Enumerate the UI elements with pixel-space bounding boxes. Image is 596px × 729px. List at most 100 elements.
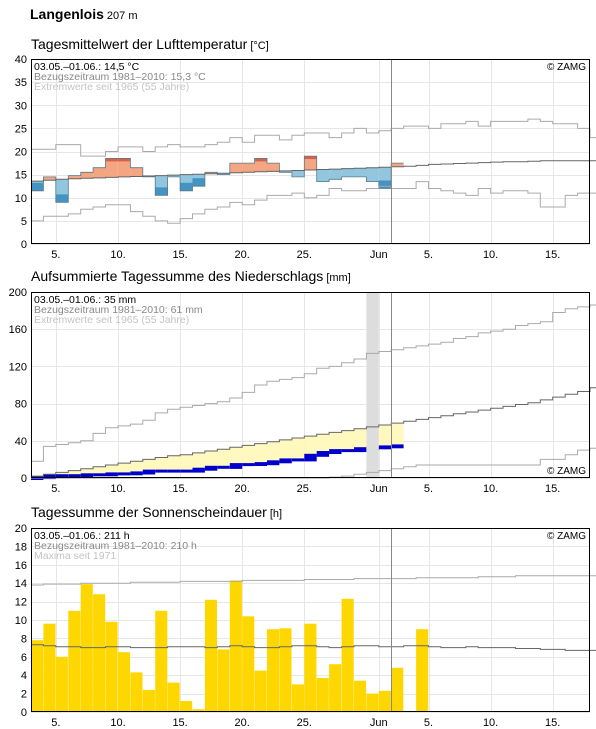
temperature-anomaly-bar xyxy=(291,170,305,177)
temperature-extreme-cap xyxy=(254,158,267,162)
precipitation-observed-bar xyxy=(242,463,255,467)
temperature-plot-frame xyxy=(31,59,590,244)
sunshine-bar xyxy=(378,690,391,712)
sunshine-x-tick-label: 10. xyxy=(110,717,125,729)
temperature-x-tick-label: 5. xyxy=(51,249,60,261)
precipitation-x-tick-label: 10. xyxy=(483,483,498,495)
precipitation-observed-bar xyxy=(279,458,292,464)
temperature-anomaly-bar xyxy=(366,167,379,182)
precipitation-deficit-area xyxy=(229,447,243,464)
sunshine-chart: 0 2 4 6 8 10 12 14 16 18 20 5. 10. 15. 20. 25. Jun 5. 10. 1… xyxy=(15,523,596,729)
precipitation-y-tick-label: 0 xyxy=(21,473,27,485)
sunshine-chart-title: Tagessumme der Sonnenscheindauer [h] xyxy=(31,504,282,520)
sunshine-y-tick-label: 14 xyxy=(15,578,27,590)
temperature-anomaly-bar xyxy=(80,172,94,179)
sunshine-bar xyxy=(316,678,329,712)
temperature-anomaly-bar xyxy=(130,167,143,177)
precipitation-observed-bar xyxy=(180,469,193,473)
temperature-unit: [°C] xyxy=(250,40,269,52)
precipitation-x-tick-label: 15. xyxy=(172,483,187,495)
sunshine-bar xyxy=(354,680,367,712)
precipitation-deficit-area xyxy=(80,468,94,475)
precipitation-observed-bar xyxy=(118,472,131,476)
temperature-annotation: Extremwerte seit 1965 (55 Jahre) xyxy=(34,81,189,93)
sunshine-bar xyxy=(242,616,255,712)
sunshine-bar xyxy=(279,628,292,712)
temperature-y-tick-label: 30 xyxy=(15,100,27,112)
station-elevation: 207 m xyxy=(106,10,138,22)
temperature-extreme-cap xyxy=(155,187,168,196)
sunshine-y-tick-label: 12 xyxy=(15,597,27,609)
temperature-chart-title: Tagesmittelwert der Lufttemperatur [°C] xyxy=(31,36,269,52)
precipitation-observed-bar xyxy=(341,449,354,453)
temperature-extreme-cap xyxy=(180,182,193,191)
sunshine-bar xyxy=(130,672,143,712)
precipitation-deficit-area xyxy=(204,451,218,467)
precipitation-observed-bar xyxy=(43,474,56,480)
sunshine-bar xyxy=(391,667,404,712)
precipitation-copyright: © ZAMG xyxy=(547,466,586,477)
precipitation-deficit-area xyxy=(242,445,255,464)
temperature-anomaly-bar xyxy=(118,158,131,177)
precipitation-annotation: 03.05.–01.06.: 35 mm xyxy=(34,294,136,306)
temperature-anomaly-bar xyxy=(254,158,267,172)
precipitation-observed-bar xyxy=(229,463,243,469)
precipitation-deficit-area xyxy=(391,423,404,446)
station-header: Langenlois 207 m xyxy=(30,6,137,22)
precipitation-deficit-area xyxy=(68,470,81,476)
precipitation-annotation: Extremwerte seit 1965 (55 Jahre) xyxy=(34,314,189,326)
precipitation-observed-bar xyxy=(391,444,404,449)
sunshine-annotation: Bezugszeitraum 1981–2010: 210 h xyxy=(34,540,197,552)
precipitation-x-tick-label: Jun xyxy=(370,483,388,495)
temperature-x-tick-label: 10. xyxy=(483,249,498,261)
temperature-chart: 0 5 10 15 20 25 30 35 40 5. 10. 15. 20. 25. Jun 5. 10. 15… xyxy=(15,54,596,261)
sunshine-x-tick-label: 15. xyxy=(172,717,187,729)
precipitation-observed-bar xyxy=(93,473,106,477)
sunshine-bar xyxy=(180,701,193,712)
temperature-anomaly-bar xyxy=(105,158,118,178)
sunshine-y-tick-label: 8 xyxy=(21,633,27,645)
sunshine-bar xyxy=(304,623,317,712)
sunshine-x-tick-label: 25. xyxy=(297,717,312,729)
temperature-extreme-cap xyxy=(378,180,392,189)
sunshine-x-tick-label: 15. xyxy=(545,717,560,729)
temperature-anomaly-bar xyxy=(229,163,243,173)
temperature-annotation: Bezugszeitraum 1981–2010: 15,3 °C xyxy=(34,71,206,83)
precipitation-max-since-1965-line xyxy=(31,304,596,462)
sunshine-bar xyxy=(267,629,280,712)
precipitation-observed-bar xyxy=(192,467,205,473)
precipitation-observed-bar xyxy=(329,449,342,454)
precipitation-deficit-area xyxy=(304,436,317,455)
sunshine-x-tick-label: 5. xyxy=(424,717,433,729)
temperature-observed-line xyxy=(31,155,404,203)
precipitation-y-tick-label: 80 xyxy=(15,399,27,411)
precipitation-observed-bar xyxy=(155,469,168,473)
sunshine-annotation: 03.05.–01.06.: 211 h xyxy=(34,530,130,542)
temperature-extreme-cap xyxy=(105,158,118,162)
temperature-y-tick-label: 40 xyxy=(15,54,27,66)
precipitation-missing-day xyxy=(366,292,379,478)
precipitation-unit: [mm] xyxy=(326,272,351,284)
precipitation-x-tick-label: 15. xyxy=(545,483,560,495)
temperature-anomaly-bar xyxy=(204,172,218,174)
temperature-title-text: Tagesmittelwert der Lufttemperatur xyxy=(31,36,248,52)
sunshine-y-tick-label: 20 xyxy=(15,523,27,535)
sunshine-y-tick-label: 6 xyxy=(21,652,27,664)
temperature-y-tick-label: 10 xyxy=(15,193,27,205)
sunshine-bar xyxy=(254,670,267,712)
precipitation-plot-frame xyxy=(31,292,590,478)
temperature-x-tick-label: 20. xyxy=(235,249,250,261)
precipitation-observed-bar xyxy=(354,447,367,453)
precipitation-deficit-area xyxy=(93,466,106,475)
temperature-y-tick-label: 20 xyxy=(15,147,27,159)
sunshine-bar xyxy=(155,610,168,712)
precipitation-x-tick-label: 5. xyxy=(424,483,433,495)
precipitation-annotation: Bezugszeitraum 1981–2010: 61 mm xyxy=(34,304,203,316)
sunshine-max-since-1971-line xyxy=(31,575,596,586)
precipitation-deficit-area xyxy=(118,463,131,474)
precipitation-deficit-area xyxy=(55,472,69,476)
temperature-y-tick-label: 15 xyxy=(15,170,27,182)
temperature-extreme-cap xyxy=(31,182,44,191)
sunshine-y-tick-label: 16 xyxy=(15,560,27,572)
precipitation-y-tick-label: 40 xyxy=(15,436,27,448)
